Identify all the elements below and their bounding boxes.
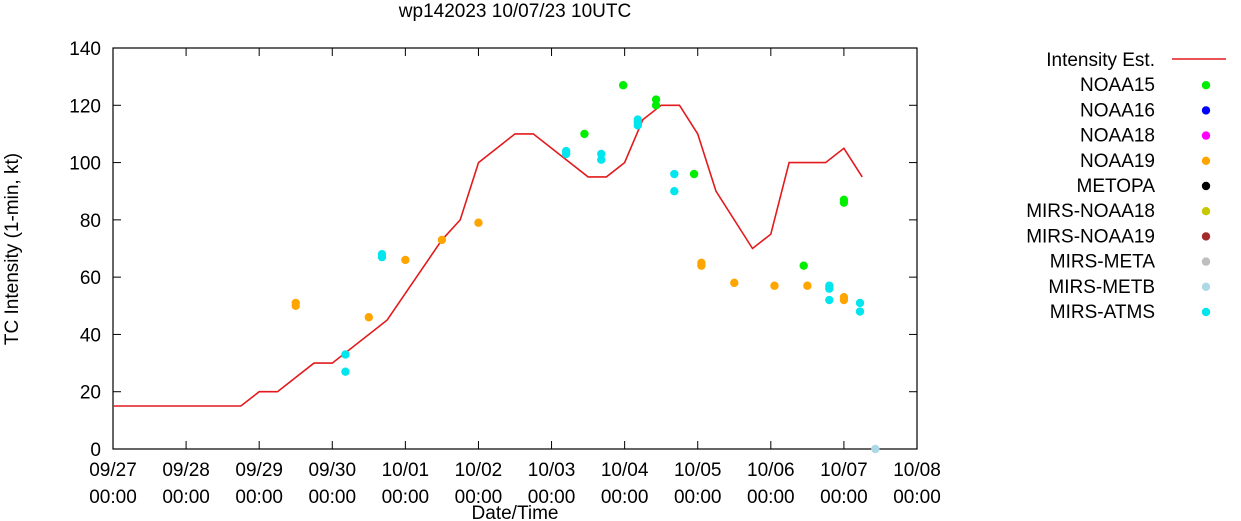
x-tick-label-date: 10/08 xyxy=(893,460,941,481)
data-point-noaa15 xyxy=(618,81,628,90)
data-point-mirs-atms xyxy=(855,298,865,308)
x-tick-label-time: 00:00 xyxy=(308,487,356,508)
x-tick-label-time: 00:00 xyxy=(455,487,503,508)
x-tick-label-date: 10/01 xyxy=(382,460,430,481)
x-tick-label-time: 00:00 xyxy=(235,487,283,508)
x-tick-label-date: 10/07 xyxy=(820,460,868,481)
x-tick-label-time: 00:00 xyxy=(893,487,941,508)
data-point-noaa19 xyxy=(770,281,779,290)
legend-label: NOAA16 xyxy=(1080,100,1155,121)
data-point-mirs-atms xyxy=(377,252,387,262)
x-tick-label-time: 00:00 xyxy=(528,487,576,508)
y-tick-label: 140 xyxy=(69,39,101,60)
x-tick-label-time: 00:00 xyxy=(820,487,868,508)
y-tick-label: 120 xyxy=(69,96,101,117)
data-point-mirs-atms xyxy=(341,367,350,376)
data-point-mirs-atms xyxy=(825,295,834,305)
data-point-noaa15 xyxy=(839,198,849,207)
legend-label: NOAA15 xyxy=(1080,75,1155,96)
data-point-noaa15 xyxy=(799,261,808,270)
data-point-noaa19 xyxy=(291,301,300,310)
data-point-noaa19 xyxy=(474,218,483,227)
legend-marker xyxy=(1201,131,1211,140)
y-axis-label: TC Intensity (1-min, kt) xyxy=(2,153,23,345)
y-tick-label: 100 xyxy=(69,154,101,175)
plot-area-frame xyxy=(112,47,918,450)
legend-label: MIRS-METB xyxy=(1048,277,1155,298)
x-axis-label: Date/Time xyxy=(472,503,559,521)
legend-label: MIRS-META xyxy=(1050,252,1156,273)
tick-marks xyxy=(112,47,918,450)
data-point-mirs-atms xyxy=(670,187,679,196)
x-tick-label-time: 00:00 xyxy=(89,487,137,508)
legend: Intensity Est. NOAA15 NOAA16 NOAA18 NOAA19 ME… xyxy=(1026,50,1226,323)
x-tick-label-date: 10/02 xyxy=(455,460,503,481)
legend-marker xyxy=(1201,181,1211,191)
x-tick-label-date: 10/03 xyxy=(528,460,576,481)
x-tick-label-date: 09/29 xyxy=(235,460,283,481)
data-point-noaa15 xyxy=(689,169,699,179)
data-point-noaa19 xyxy=(803,281,812,290)
y-tick-label: 20 xyxy=(80,383,101,404)
data-point-mirs-atms xyxy=(855,307,865,316)
chart-title: wp142023 10/07/23 10UTC xyxy=(398,1,631,22)
y-tick-label: 60 xyxy=(80,268,101,289)
x-tick-label-date: 09/30 xyxy=(308,460,356,481)
legend-label: MIRS-NOAA19 xyxy=(1026,226,1155,247)
data-point-mirs-atms xyxy=(341,350,350,359)
data-point-noaa19 xyxy=(730,278,739,288)
data-point-noaa19 xyxy=(839,295,849,305)
x-tick-labels: 09/27 00:00 09/28 00:00 09/29 00:00 09/30 00:00… xyxy=(89,460,941,508)
data-point-mirs-atms xyxy=(825,284,834,293)
data-point-noaa19 xyxy=(364,313,374,322)
data-point-noaa15 xyxy=(580,129,589,139)
data-point-mirs-atms xyxy=(561,149,571,159)
legend-marker xyxy=(1201,232,1211,241)
legend-marker xyxy=(1201,81,1211,90)
data-point-noaa19 xyxy=(401,255,410,265)
x-tick-label-time: 00:00 xyxy=(601,487,649,508)
x-tick-label-time: 00:00 xyxy=(674,487,722,508)
data-point-noaa15 xyxy=(651,101,661,110)
legend-label: MIRS-ATMS xyxy=(1050,302,1155,323)
legend-marker xyxy=(1201,307,1211,317)
legend-label: NOAA18 xyxy=(1080,126,1155,147)
x-tick-label-time: 00:00 xyxy=(747,487,795,508)
series-layer xyxy=(113,81,880,454)
intensity-estimate-line xyxy=(113,104,863,407)
legend-label: NOAA19 xyxy=(1080,151,1155,172)
x-tick-label-time: 00:00 xyxy=(382,487,430,508)
y-tick-label: 40 xyxy=(80,325,101,346)
legend-label: METOPA xyxy=(1077,176,1156,197)
y-tick-label: 0 xyxy=(90,440,101,461)
legend-label: Intensity Est. xyxy=(1046,50,1155,71)
data-point-noaa19 xyxy=(697,261,706,270)
x-tick-label-date: 10/06 xyxy=(747,460,795,481)
data-point-mirs-metb xyxy=(871,444,880,454)
x-tick-label-date: 09/27 xyxy=(89,460,137,481)
data-point-mirs-atms xyxy=(597,155,606,164)
legend-marker xyxy=(1201,257,1211,266)
legend-marker xyxy=(1201,207,1211,216)
x-tick-label-date: 10/05 xyxy=(674,460,722,481)
x-tick-label-date: 09/28 xyxy=(162,460,210,481)
data-point-mirs-atms xyxy=(633,121,642,130)
legend-marker xyxy=(1201,106,1211,115)
legend-marker xyxy=(1201,282,1211,291)
x-tick-label-date: 10/04 xyxy=(601,460,649,481)
x-tick-label-time: 00:00 xyxy=(162,487,210,508)
legend-marker xyxy=(1201,156,1211,165)
y-tick-labels: 0 20 40 60 80 100 120 140 xyxy=(69,39,101,461)
y-tick-label: 80 xyxy=(80,211,101,232)
data-point-noaa19 xyxy=(437,235,447,245)
legend-label: MIRS-NOAA18 xyxy=(1026,201,1155,222)
data-point-mirs-atms xyxy=(670,169,679,179)
